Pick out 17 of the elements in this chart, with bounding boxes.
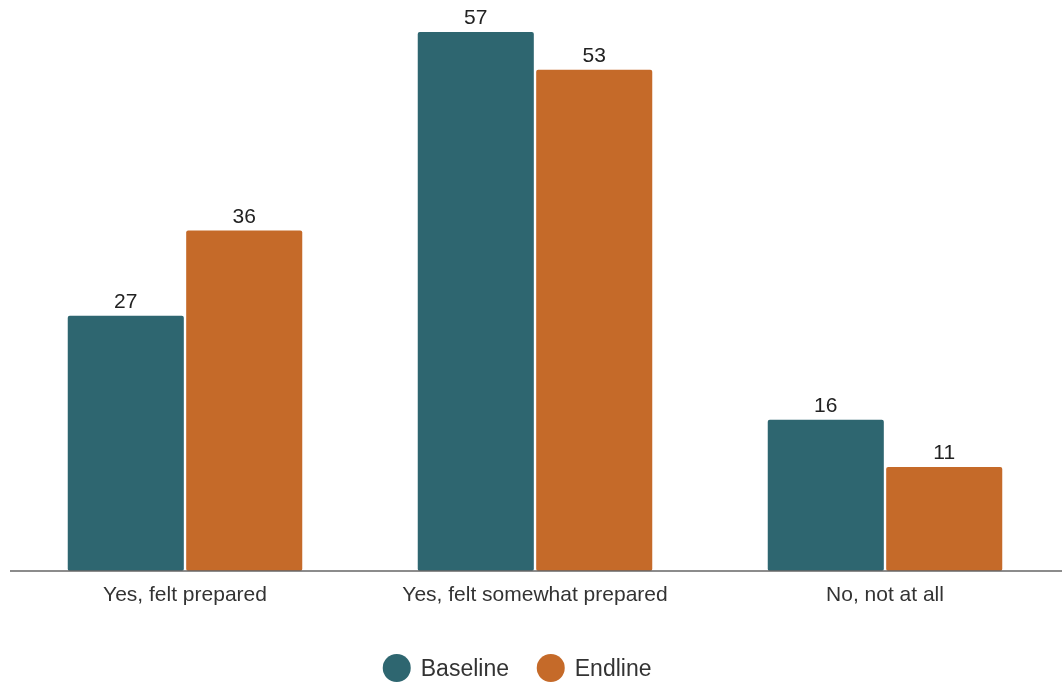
data-label: 53 <box>582 42 606 66</box>
legend-label: Baseline <box>420 655 509 681</box>
bar <box>186 230 303 571</box>
bar <box>67 315 184 571</box>
bar <box>417 32 534 571</box>
bar <box>886 466 1003 571</box>
bar <box>767 419 884 571</box>
data-label: 11 <box>933 439 956 463</box>
legend-label: Endline <box>574 655 652 681</box>
data-label: 36 <box>232 203 256 227</box>
x-tick-label: No, not at all <box>826 582 944 605</box>
x-tick-label: Yes, felt prepared <box>103 582 267 605</box>
data-label: 27 <box>114 288 138 312</box>
bar <box>536 69 653 571</box>
x-tick-label: Yes, felt somewhat prepared <box>402 582 668 605</box>
data-label: 16 <box>814 392 838 416</box>
data-label: 57 <box>464 5 488 28</box>
